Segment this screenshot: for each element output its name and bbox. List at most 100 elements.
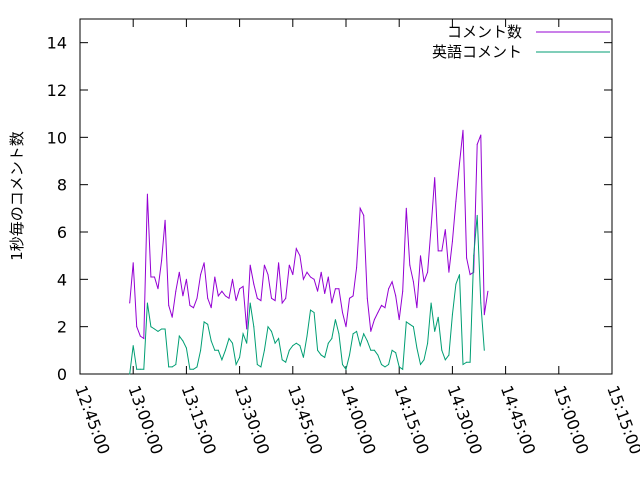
series-1-point [299, 255, 301, 257]
series-1-point [366, 297, 368, 299]
series-1-point [345, 326, 347, 328]
series-1-point [384, 307, 386, 309]
series-1-point [207, 297, 209, 299]
series-2-point [420, 364, 421, 365]
series-2-point [260, 366, 262, 368]
series-2-point [249, 302, 251, 304]
x-tick-label: 13:45:00 [284, 383, 326, 457]
series-1-point [331, 302, 333, 304]
series-1-point [278, 262, 280, 264]
series-2-point [306, 335, 308, 337]
series-2-point [253, 326, 255, 328]
series-1-point [295, 248, 297, 250]
series-1-point [154, 276, 155, 278]
series-1-point [157, 288, 159, 290]
series-2-point [373, 349, 375, 351]
x-tick-label: 14:45:00 [497, 383, 539, 457]
series-2-point [459, 274, 460, 276]
series-2-point [398, 366, 400, 368]
series-2-point [391, 349, 393, 351]
series-2-point [349, 354, 350, 356]
series-1-point [476, 143, 478, 145]
y-tick-label: 14 [47, 34, 67, 53]
series-1-point [193, 307, 194, 309]
series-2-point [164, 328, 166, 330]
series-2-point [171, 366, 173, 368]
series-1-point [285, 297, 287, 299]
series-2-point [235, 364, 237, 365]
series-1-point [398, 319, 400, 321]
series-2-point [455, 283, 457, 285]
series-1-point [164, 219, 166, 221]
series-2-point [356, 330, 358, 332]
series-1-point [132, 262, 134, 264]
x-axis-ticks: 12:45:00 13:00:00 13:15:00 13:30:00 13:45:00… [71, 19, 640, 457]
series-1-point [466, 257, 468, 259]
series-2-point [228, 338, 230, 339]
series-1-point [469, 274, 471, 276]
series-2-point [384, 366, 386, 368]
series-2-point [317, 349, 319, 351]
series-1-point [239, 288, 241, 290]
series-1-point [363, 214, 365, 216]
series-1-point [214, 276, 216, 278]
series-1-point [370, 330, 372, 332]
series-1-point [274, 300, 276, 302]
y-tick-label: 4 [57, 270, 67, 289]
series-1-point [334, 288, 336, 290]
series-2-point [427, 342, 429, 344]
series-2-point [363, 333, 365, 335]
x-tick-label: 13:15:00 [178, 383, 220, 457]
series-2-point [324, 356, 326, 358]
series-2-point [448, 354, 450, 356]
series-1-point [224, 295, 226, 297]
series-2-point [214, 349, 216, 351]
series-1-point [352, 295, 354, 297]
series-2-point [221, 359, 223, 361]
series-1-point [317, 290, 319, 292]
series-1-point [232, 278, 233, 280]
series-2-point [232, 342, 233, 344]
series-2-point [267, 326, 269, 328]
series-1-point [306, 271, 308, 273]
series-1-point [143, 338, 145, 339]
series-1-point [203, 262, 205, 264]
series-2-point [129, 373, 131, 375]
series-1-point [161, 259, 163, 261]
series-line-1 [129, 130, 489, 340]
x-tick-label: 15:00:00 [550, 383, 592, 457]
series-2-point [352, 333, 354, 335]
series-2-point [246, 342, 248, 344]
series-2-point [441, 349, 443, 351]
series-2-point [207, 323, 209, 325]
series-1-point [267, 274, 269, 276]
series-2-point [157, 330, 159, 332]
series-2-point [342, 364, 343, 365]
series-1-point [373, 319, 375, 321]
series-2-point [409, 323, 411, 325]
series-2-point [256, 364, 258, 365]
series-2-point [366, 340, 368, 342]
series-1-point [171, 316, 173, 318]
series-1-point [302, 278, 304, 280]
series-2-point [200, 349, 202, 351]
series-2-point [278, 338, 280, 339]
series-1-point [256, 297, 258, 299]
series-2-point [444, 359, 446, 361]
series-layer [129, 129, 489, 375]
series-2-point [285, 361, 287, 363]
series-2-point [274, 342, 276, 344]
series-1-point [459, 162, 460, 164]
series-1-point [423, 281, 425, 283]
series-1-point [200, 274, 202, 276]
series-2-point [320, 354, 322, 356]
series-1-point [412, 281, 414, 283]
plot-area-frame [79, 18, 613, 375]
series-1-point [338, 288, 340, 290]
series-1-point [377, 312, 379, 313]
series-2-point [405, 321, 407, 323]
series-2-point [185, 347, 187, 349]
series-2-point [154, 328, 155, 330]
series-2-point [175, 364, 177, 365]
series-2-point [271, 330, 272, 332]
